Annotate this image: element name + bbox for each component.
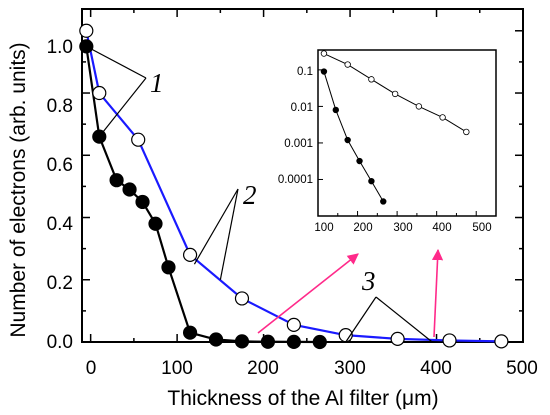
annotation-leader-line xyxy=(375,296,433,343)
x-tick-label: 0 xyxy=(86,358,97,379)
data-point xyxy=(286,317,301,332)
x-tick-label: 100 xyxy=(161,358,193,379)
data-point xyxy=(286,334,301,349)
inset-x-tick-labels: 100 200 300 400 500 xyxy=(314,222,491,234)
data-point xyxy=(131,132,146,147)
data-point xyxy=(234,334,250,349)
inset-data-point xyxy=(332,106,339,114)
y-tick-label: 0.2 xyxy=(47,273,73,294)
series-line-2 xyxy=(85,30,502,343)
data-point xyxy=(122,182,137,197)
x-tick-label: 300 xyxy=(334,358,366,379)
annotation-leader-line xyxy=(219,188,239,280)
data-point xyxy=(109,173,124,188)
y-tick-label: 0.8 xyxy=(47,96,73,117)
inset-data-point xyxy=(356,157,363,165)
data-point xyxy=(390,331,405,346)
annotation-leader-line xyxy=(345,296,377,343)
data-point xyxy=(92,85,107,101)
inset-x-tick-label: 500 xyxy=(472,222,491,234)
annotation-label-1: 1 xyxy=(150,68,164,98)
inset-y-tick-labels: 0.1 0.01 0.001 0.0001 xyxy=(278,66,313,186)
annotation-label-2: 2 xyxy=(243,180,257,210)
inset-data-point xyxy=(320,50,328,57)
arrow-to-inset-right xyxy=(431,248,444,338)
data-point xyxy=(182,325,198,340)
data-point xyxy=(148,216,163,231)
inset-data-point xyxy=(320,68,328,75)
annotation-leader-line xyxy=(193,188,239,265)
data-point xyxy=(442,333,457,348)
x-tick-label: 400 xyxy=(420,358,452,379)
y-tick-label: 0.6 xyxy=(47,155,73,176)
inset-data-point xyxy=(415,103,423,110)
data-point xyxy=(79,23,94,38)
data-point xyxy=(161,260,176,275)
x-axis-label: Thickness of the Al filter (μm) xyxy=(167,387,438,410)
data-point xyxy=(182,247,198,262)
data-point xyxy=(260,334,276,349)
annotation-leader-line xyxy=(86,45,147,79)
inset-arrows xyxy=(257,248,444,338)
data-point xyxy=(494,334,509,349)
inset-data-point xyxy=(368,177,375,185)
y-tick-label: 0.0 xyxy=(47,332,73,353)
inset-y-tick-label: 0.001 xyxy=(284,138,313,150)
inset-y-tick-label: 0.0001 xyxy=(278,174,313,186)
y-tick-label: 0.4 xyxy=(47,214,74,235)
x-tick-label: 500 xyxy=(506,358,538,379)
inset-data-point xyxy=(344,136,351,144)
inset-data-point xyxy=(380,198,387,205)
inset-chart: 100 200 300 400 500 0.1 0.01 0.001 0.000… xyxy=(278,49,497,234)
data-point xyxy=(135,194,150,210)
data-point xyxy=(312,334,327,350)
annotation-leader-line xyxy=(98,77,147,137)
inset-data-point xyxy=(439,114,446,121)
annotation-label-3: 3 xyxy=(361,266,376,296)
data-point xyxy=(234,291,250,306)
inset-x-tick-label: 400 xyxy=(432,222,451,234)
inset-marks xyxy=(317,50,497,217)
inset-data-point xyxy=(344,61,351,68)
inset-y-tick-label: 0.1 xyxy=(297,66,313,78)
x-tick-labels: 0 100 200 300 400 500 xyxy=(86,358,538,379)
x-tick-label: 200 xyxy=(247,358,279,379)
inset-series-line-1 xyxy=(323,71,384,202)
y-tick-label: 1.0 xyxy=(47,37,73,58)
series-line-1 xyxy=(85,46,320,344)
annotations: 1 2 3 xyxy=(86,45,433,343)
inset-x-tick-label: 300 xyxy=(393,222,412,234)
y-axis-label: Number of electrons (arb. units) xyxy=(7,42,30,337)
inset-x-tick-label: 200 xyxy=(353,222,372,234)
inset-x-tick-label: 100 xyxy=(314,222,333,234)
inset-data-point xyxy=(368,76,375,83)
inset-data-point xyxy=(391,90,399,98)
inset-y-tick-label: 0.01 xyxy=(291,102,313,114)
arrow-to-inset-left xyxy=(257,253,359,334)
y-tick-labels: 0.0 0.2 0.4 0.6 0.8 1.0 xyxy=(47,37,74,353)
data-point xyxy=(208,332,224,347)
inset-data-point xyxy=(463,128,470,136)
